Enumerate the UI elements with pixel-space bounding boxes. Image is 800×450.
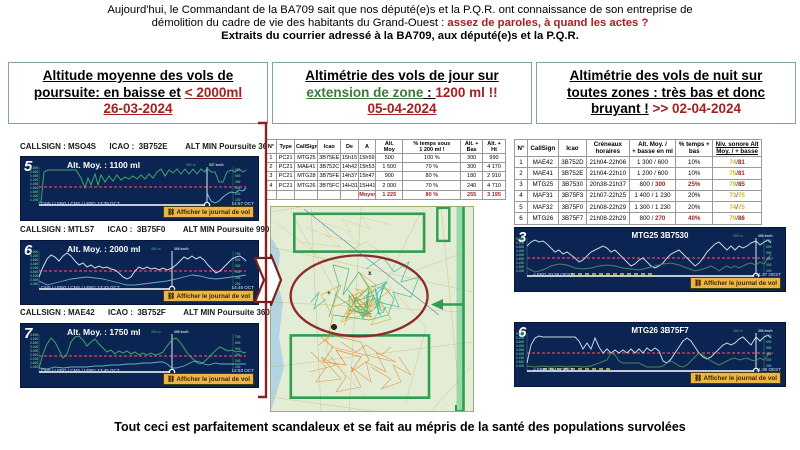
svg-text:398 km/h: 398 km/h bbox=[758, 234, 773, 238]
svg-text:300 m: 300 m bbox=[733, 234, 743, 238]
svg-text:700: 700 bbox=[766, 239, 772, 243]
svg-text:300: 300 bbox=[766, 358, 772, 362]
svg-text:2.400: 2.400 bbox=[516, 364, 524, 368]
svg-text:700: 700 bbox=[235, 335, 241, 339]
svg-text:500: 500 bbox=[235, 347, 241, 351]
svg-text:398 km/h: 398 km/h bbox=[758, 329, 773, 333]
svg-text:x: x bbox=[368, 270, 372, 277]
svg-text:300: 300 bbox=[235, 186, 241, 190]
svg-text:398 km/h: 398 km/h bbox=[174, 330, 189, 334]
svg-text:300 m: 300 m bbox=[151, 330, 161, 334]
svg-text:600: 600 bbox=[235, 258, 241, 262]
svg-text:2.400: 2.400 bbox=[516, 269, 524, 273]
svg-text:398 km/h: 398 km/h bbox=[174, 247, 189, 251]
svg-text:400: 400 bbox=[235, 353, 241, 357]
svg-text:300 m: 300 m bbox=[733, 329, 743, 333]
svg-text:400: 400 bbox=[235, 270, 241, 274]
svg-text:700: 700 bbox=[766, 334, 772, 338]
svg-text:600: 600 bbox=[766, 245, 772, 249]
svg-text:400: 400 bbox=[766, 257, 772, 261]
svg-text:700: 700 bbox=[235, 252, 241, 256]
svg-text:500: 500 bbox=[235, 264, 241, 268]
svg-text:300 m: 300 m bbox=[186, 163, 196, 167]
svg-text:400: 400 bbox=[235, 180, 241, 184]
svg-text:300: 300 bbox=[766, 263, 772, 267]
svg-text:600: 600 bbox=[235, 168, 241, 172]
svg-text:500: 500 bbox=[235, 174, 241, 178]
svg-text:600: 600 bbox=[235, 341, 241, 345]
svg-text:1.400: 1.400 bbox=[30, 365, 38, 369]
svg-text:300: 300 bbox=[235, 359, 241, 363]
svg-text:300: 300 bbox=[235, 276, 241, 280]
svg-text:200: 200 bbox=[235, 192, 241, 196]
svg-text:1.200: 1.200 bbox=[30, 198, 38, 202]
svg-text:500: 500 bbox=[766, 251, 772, 255]
svg-text:300 m: 300 m bbox=[151, 247, 161, 251]
svg-text:537 km/h: 537 km/h bbox=[209, 163, 224, 167]
svg-text:400: 400 bbox=[766, 352, 772, 356]
svg-text:2.400: 2.400 bbox=[30, 282, 38, 286]
svg-text:500: 500 bbox=[766, 346, 772, 350]
svg-text:+: + bbox=[327, 290, 331, 297]
svg-text:600: 600 bbox=[766, 340, 772, 344]
